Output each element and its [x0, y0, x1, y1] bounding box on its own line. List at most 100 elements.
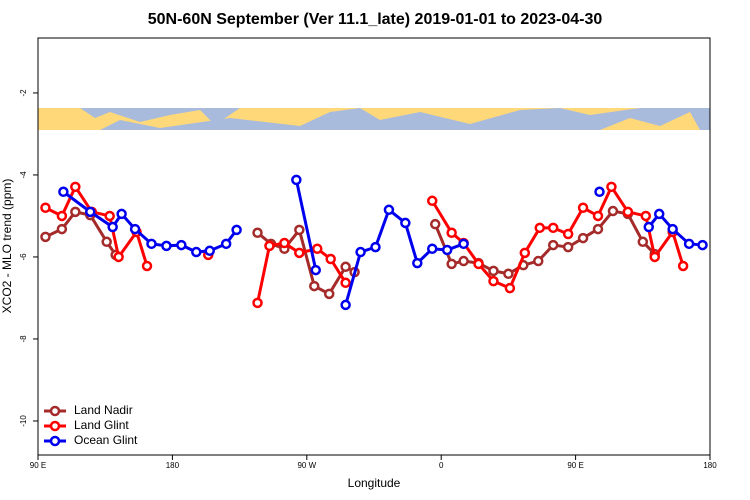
data-point	[592, 223, 604, 235]
data-point	[473, 258, 484, 270]
data-point	[622, 206, 634, 218]
data-point	[503, 268, 514, 280]
data-point	[191, 246, 202, 258]
map-strip	[38, 108, 710, 130]
data-point	[640, 210, 652, 222]
data-point	[129, 223, 141, 235]
x-tick-label: 90 E	[567, 461, 583, 470]
y-tick-label: -8	[19, 335, 28, 343]
data-point	[637, 236, 649, 248]
y-tick-label: -4	[19, 171, 28, 179]
data-point	[562, 228, 574, 240]
data-point	[252, 227, 263, 239]
data-point	[577, 202, 589, 214]
data-point	[252, 297, 263, 309]
y-tick-label: -2	[19, 89, 28, 97]
data-point	[220, 238, 232, 250]
data-point	[312, 243, 323, 255]
data-point	[594, 186, 605, 198]
data-point	[70, 206, 81, 218]
data-point	[40, 202, 51, 214]
data-point	[488, 275, 499, 287]
data-point	[294, 224, 305, 236]
data-point	[426, 195, 438, 207]
x-tick-label: 180	[703, 461, 717, 470]
legend-label: Land Nadir	[74, 403, 133, 417]
data-point	[643, 221, 655, 233]
data-point	[40, 231, 51, 243]
data-point	[85, 206, 96, 218]
data-point	[441, 244, 453, 256]
data-point	[176, 239, 187, 251]
data-point	[370, 241, 381, 253]
data-point	[107, 221, 118, 233]
data-point	[146, 238, 157, 250]
data-point	[264, 240, 275, 252]
data-point	[577, 232, 589, 244]
data-point	[547, 239, 559, 251]
data-point	[458, 238, 469, 250]
data-point	[534, 222, 546, 234]
legend-label: Land Glint	[74, 418, 129, 432]
data-point	[56, 223, 68, 235]
data-point	[113, 251, 124, 263]
legend-marker	[49, 420, 61, 432]
data-point	[429, 218, 441, 230]
plot-frame	[37, 37, 711, 456]
x-axis-label: Longitude	[348, 476, 401, 490]
data-point	[519, 247, 531, 259]
data-point	[488, 265, 499, 277]
data-point	[533, 255, 544, 267]
y-tick-label: -6	[19, 253, 28, 261]
series-line	[44, 183, 685, 304]
data-point	[607, 205, 619, 217]
data-point	[141, 260, 153, 272]
x-tick-label: 90 W	[297, 461, 316, 470]
series-line	[62, 179, 703, 306]
legend-marker	[49, 435, 61, 447]
data-point	[649, 251, 660, 263]
data-point	[309, 280, 320, 292]
data-point	[504, 282, 516, 294]
data-point	[446, 258, 457, 270]
data-point	[116, 208, 127, 220]
data-point	[323, 288, 335, 300]
data-point	[606, 181, 617, 193]
data-point	[458, 255, 469, 267]
data-point	[56, 210, 68, 222]
data-point	[592, 210, 604, 222]
data-point	[291, 174, 302, 186]
data-point	[70, 181, 81, 193]
x-tick-label: 0	[439, 461, 444, 470]
data-point	[340, 261, 351, 273]
data-point	[161, 240, 172, 252]
data-point	[677, 260, 689, 272]
data-point	[58, 186, 69, 198]
x-tick-label: 180	[166, 461, 180, 470]
legend-label: Ocean Glint	[74, 433, 138, 447]
data-point	[562, 241, 574, 253]
data-point	[325, 253, 336, 265]
data-point	[104, 210, 115, 222]
data-point	[355, 246, 366, 258]
x-tick-label: 90 E	[30, 461, 46, 470]
data-point	[412, 257, 423, 269]
y-axis-label: XCO2 - MLO trend (ppm)	[0, 179, 14, 314]
data-point	[683, 238, 695, 250]
data-point	[294, 247, 305, 259]
data-point	[231, 224, 242, 236]
chart-title: 50N-60N September (Ver 11.1_late) 2019-0…	[148, 11, 603, 28]
data-point	[101, 236, 112, 248]
y-tick-label: -10	[19, 415, 28, 427]
data-point	[279, 237, 290, 249]
data-point	[446, 227, 457, 239]
data-point	[204, 245, 215, 257]
data-point	[310, 264, 322, 276]
legend-marker	[49, 405, 61, 417]
data-point	[547, 222, 559, 234]
data-point	[667, 223, 678, 235]
data-point	[426, 243, 438, 255]
data-point	[340, 299, 351, 311]
data-point	[383, 204, 395, 216]
